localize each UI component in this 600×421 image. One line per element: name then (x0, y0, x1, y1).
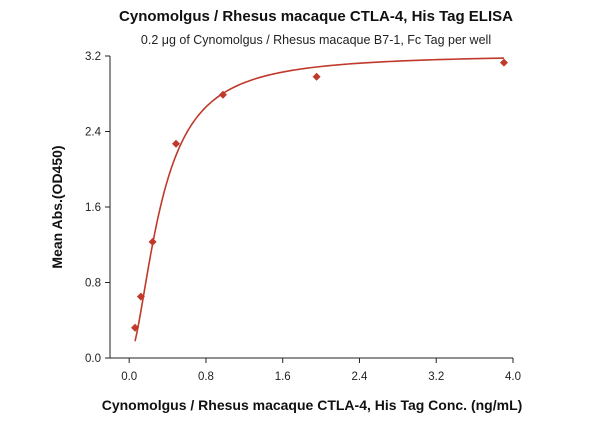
data-point-marker (218, 90, 227, 99)
x-axis-label: Cynomolgus / Rhesus macaque CTLA-4, His … (102, 397, 523, 413)
x-tick-label: 4.0 (505, 371, 521, 383)
y-tick-label: 1.6 (85, 202, 101, 214)
data-point-marker (148, 237, 157, 246)
x-ticks: 0.0 0.8 1.6 2.4 3.2 4.0 (121, 358, 521, 383)
plot-area: 0.0 0.8 1.6 2.4 3.2 0.0 0.8 1.6 2.4 3.2 4.0 (85, 51, 521, 383)
data-point-marker (312, 72, 321, 81)
data-points (131, 58, 508, 332)
y-ticks: 0.0 0.8 1.6 2.4 3.2 (85, 51, 110, 365)
fit-curve (134, 57, 504, 342)
x-tick-label: 0.0 (121, 371, 137, 383)
x-tick-label: 2.4 (351, 371, 368, 383)
y-tick-label: 0.0 (85, 353, 101, 365)
y-tick-label: 3.2 (85, 51, 101, 63)
x-tick-label: 0.8 (198, 371, 214, 383)
data-point-marker (499, 58, 508, 67)
y-tick-label: 0.8 (85, 278, 101, 290)
data-point-marker (172, 139, 181, 148)
y-axis-label: Mean Abs.(OD450) (49, 145, 65, 268)
x-tick-label: 1.6 (275, 371, 291, 383)
data-point-marker (131, 323, 140, 332)
x-tick-label: 3.2 (428, 371, 444, 383)
y-tick-label: 2.4 (85, 127, 102, 139)
chart-subtitle: 0.2 μg of Cynomolgus / Rhesus macaque B7… (141, 33, 491, 47)
data-point-marker (136, 292, 145, 301)
chart-title: Cynomolgus / Rhesus macaque CTLA-4, His … (119, 8, 513, 25)
